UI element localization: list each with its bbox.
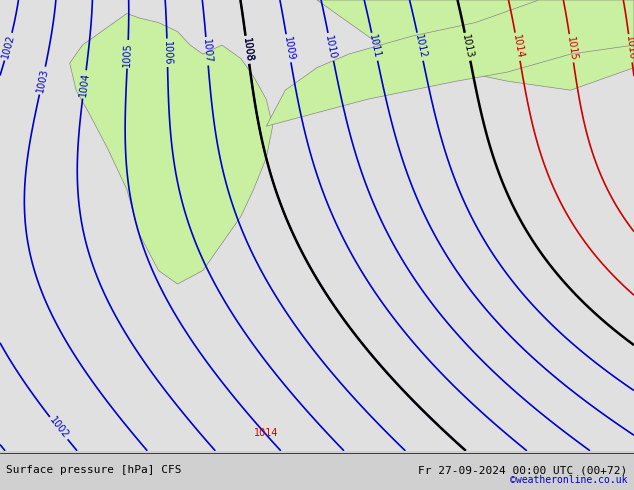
Text: 1013: 1013 (460, 34, 475, 60)
Text: 1006: 1006 (162, 40, 172, 65)
Polygon shape (317, 0, 634, 90)
Text: 1012: 1012 (413, 34, 427, 60)
Text: 1002: 1002 (1, 33, 16, 60)
Text: Surface pressure [hPa] CFS: Surface pressure [hPa] CFS (6, 466, 182, 475)
Polygon shape (70, 14, 273, 284)
Text: 1008: 1008 (241, 37, 254, 63)
Text: 1003: 1003 (35, 68, 50, 94)
Text: 1016: 1016 (624, 35, 634, 61)
Text: 1008: 1008 (241, 37, 254, 63)
Text: 1005: 1005 (122, 42, 133, 67)
Text: 1009: 1009 (281, 35, 295, 61)
Text: 1002: 1002 (47, 416, 70, 441)
Text: ©weatheronline.co.uk: ©weatheronline.co.uk (510, 475, 628, 485)
Text: 1010: 1010 (323, 34, 338, 60)
Polygon shape (0, 0, 634, 451)
Text: 1014: 1014 (254, 428, 278, 438)
Text: 1011: 1011 (367, 34, 382, 60)
Text: 1014: 1014 (510, 34, 524, 60)
Polygon shape (266, 0, 634, 126)
Text: 1004: 1004 (78, 72, 91, 97)
Text: 1015: 1015 (565, 35, 578, 61)
Text: Fr 27-09-2024 00:00 UTC (00+72): Fr 27-09-2024 00:00 UTC (00+72) (418, 466, 628, 475)
Text: 1007: 1007 (201, 39, 213, 64)
